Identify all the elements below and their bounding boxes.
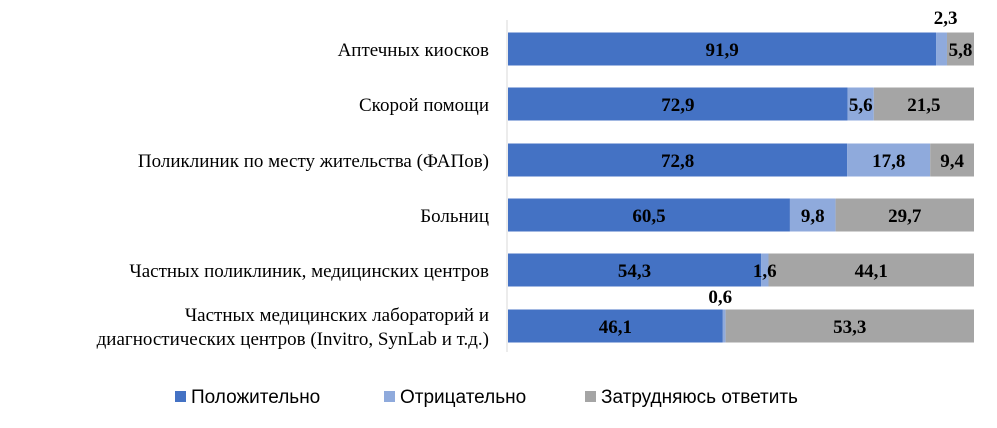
legend-item: Положительно [175, 387, 320, 408]
legend-label: Отрицательно [400, 387, 526, 408]
data-label: 53,3 [833, 317, 866, 338]
legend-swatch [384, 391, 395, 402]
data-label: 5,6 [849, 95, 873, 116]
data-label: 9,4 [940, 151, 964, 172]
data-label: 72,8 [661, 151, 694, 172]
bar-segment [930, 143, 974, 177]
bar-segment [508, 87, 848, 121]
data-label: 5,8 [949, 40, 973, 61]
bar-segment [847, 143, 931, 177]
category-label-line: Частных медицинских лабораторий и [185, 305, 489, 326]
data-label: 1,6 [753, 261, 777, 282]
data-label: 21,5 [907, 95, 940, 116]
category-label-line: Скорой помощи [359, 95, 489, 116]
legend-label: Положительно [191, 387, 320, 408]
category-label-line: Аптечных киосков [338, 40, 489, 61]
bar-segment [722, 309, 726, 343]
bar-segment [873, 87, 974, 121]
bar-segment [508, 198, 790, 232]
category-label-line: Частных поликлиник, медицинских центров [129, 261, 489, 282]
legend-item: Отрицательно [384, 387, 526, 408]
category-label-line: диагностических центров (Invitro, SynLab… [97, 329, 489, 350]
bar-segment [789, 198, 836, 232]
legend: Положительно Отрицательно Затрудняюсь отве… [175, 387, 798, 408]
data-label: 54,3 [618, 261, 651, 282]
data-label: 44,1 [855, 261, 888, 282]
bar-segment [508, 309, 723, 343]
category-labels: Аптечных киосков Скорой помощи Поликлиник … [97, 40, 489, 350]
category-label: Скорой помощи [359, 95, 489, 116]
category-label-line: Поликлиник по месту жительства (ФАПов) [138, 151, 489, 172]
legend-label: Затрудняюсь ответить [601, 387, 798, 408]
data-label: 0,6 [708, 287, 732, 308]
data-label: 60,5 [632, 206, 665, 227]
data-label: 9,8 [801, 206, 825, 227]
bars [508, 32, 974, 343]
category-label: Больниц [420, 206, 489, 227]
data-labels: 91,9 2,3 5,8 72,9 5,6 21,5 72,8 17,8 9,4 60,5 9,8 2… [599, 8, 973, 338]
bar-segment [725, 309, 974, 343]
bar-segment [508, 32, 937, 66]
bar-segment [768, 253, 974, 287]
data-label: 17,8 [872, 151, 905, 172]
category-label: Аптечных киосков [338, 40, 489, 61]
bar-segment [508, 253, 762, 287]
bar-segment [835, 198, 974, 232]
bar-segment [847, 87, 874, 121]
data-label: 91,9 [706, 40, 739, 61]
category-label: Поликлиник по месту жительства (ФАПов) [138, 151, 489, 172]
category-label-line: Больниц [420, 206, 489, 227]
bar-segment [946, 32, 974, 66]
bar-segment [508, 143, 848, 177]
data-label: 72,9 [661, 95, 694, 116]
legend-swatch [175, 391, 186, 402]
legend-item: Затрудняюсь ответить [585, 387, 798, 408]
data-label: 46,1 [599, 317, 632, 338]
bar-segment [761, 253, 769, 287]
bar-segment [936, 32, 947, 66]
category-label: Частных медицинских лабораторий и диагнос… [97, 305, 489, 350]
category-label: Частных поликлиник, медицинских центров [129, 261, 489, 282]
data-label: 2,3 [934, 8, 958, 29]
legend-swatch [585, 391, 596, 402]
data-label: 29,7 [888, 206, 922, 227]
